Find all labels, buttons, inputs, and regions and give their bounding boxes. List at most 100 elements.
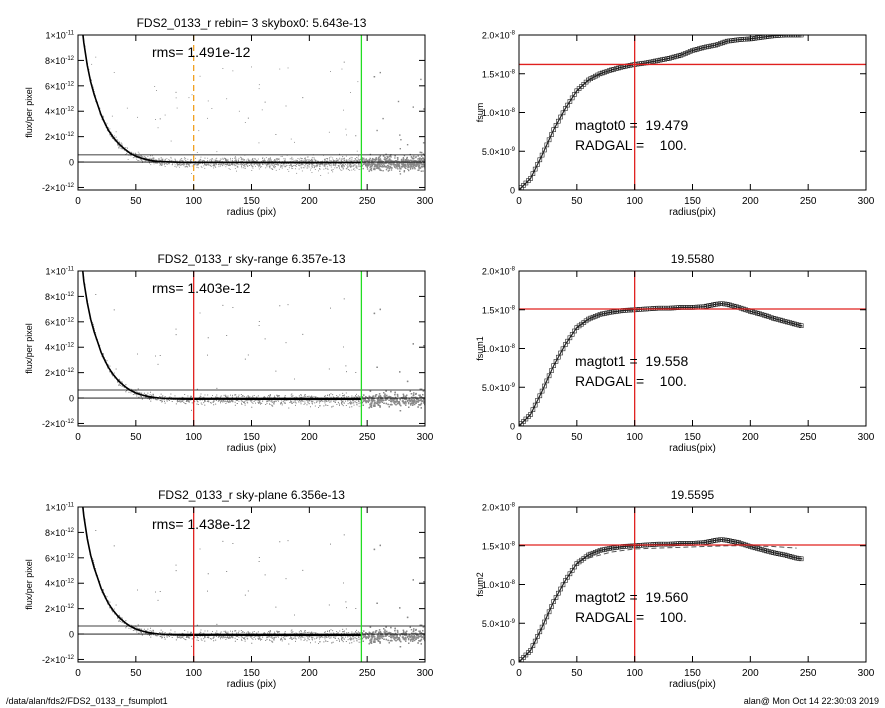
panel-title: FDS2_0133_r rebin= 3 skybox0: 5.643e-13 bbox=[137, 16, 367, 30]
plot-frame bbox=[518, 270, 867, 427]
y-tick-label: 4×10-12 bbox=[45, 343, 75, 353]
y-tick-label: 1.0×10-8 bbox=[482, 108, 516, 118]
panel-title: 19.5595 bbox=[671, 488, 715, 502]
x-axis-label: radius(pix) bbox=[669, 443, 716, 454]
y-tick-label: 1.0×10-8 bbox=[482, 580, 516, 590]
x-tick-label: 50 bbox=[571, 432, 583, 443]
plot-content bbox=[519, 35, 866, 190]
growth-curve-markers bbox=[519, 537, 804, 662]
y-tick-label: 2×10-12 bbox=[45, 132, 75, 142]
x-tick-label: 0 bbox=[75, 432, 81, 443]
y-tick-label: 2×10-12 bbox=[45, 604, 75, 614]
x-tick-label: 300 bbox=[417, 432, 434, 443]
x-tick-label: 0 bbox=[516, 196, 522, 207]
footer-path: /data/alan/fds2/FDS2_0133_r_fsumplot1 bbox=[6, 696, 168, 706]
x-tick-label: 50 bbox=[130, 196, 142, 207]
plot-frame bbox=[77, 34, 426, 191]
y-axis: 1×10-11 8×10-12 6×10-12 4×10-12 2×10-12 0 -2×1… bbox=[42, 267, 425, 429]
y-tick-label: 1.5×10-8 bbox=[482, 305, 516, 315]
magnitude-annotation-2: RADGAL = 100. bbox=[575, 137, 687, 153]
footer-timestamp: alan@ Mon Oct 14 22:30:03 2019 bbox=[744, 696, 879, 706]
plot-content bbox=[78, 271, 425, 426]
y-tick-label: -2×10-12 bbox=[42, 419, 75, 429]
plot-content bbox=[78, 507, 425, 662]
magnitude-annotation-2: RADGAL = 100. bbox=[575, 373, 687, 389]
x-axis-label: radius(pix) bbox=[669, 679, 716, 690]
x-tick-label: 300 bbox=[858, 668, 875, 679]
radial-profile-line bbox=[82, 35, 362, 164]
model-curve-dashed bbox=[588, 545, 797, 559]
plot-content bbox=[519, 271, 866, 426]
rms-annotation: rms= 1.438e-12 bbox=[152, 516, 251, 532]
y-axis-label: fsum bbox=[475, 103, 485, 123]
x-tick-label: 200 bbox=[742, 196, 759, 207]
x-tick-label: 250 bbox=[800, 196, 817, 207]
panel-4: 0 50 100 150 200 250 300 radius(pix) 2.0×10-8 1.5… bbox=[475, 252, 875, 454]
x-tick-label: 300 bbox=[417, 668, 434, 679]
y-tick-label: 2×10-12 bbox=[45, 368, 75, 378]
y-tick-label: 0 bbox=[510, 186, 515, 196]
panel-title: FDS2_0133_r sky-plane 6.356e-13 bbox=[158, 488, 345, 502]
x-tick-label: 250 bbox=[359, 196, 376, 207]
x-axis-label: radius (pix) bbox=[227, 679, 276, 690]
y-tick-label: -2×10-12 bbox=[42, 183, 75, 193]
y-tick-label: 0 bbox=[69, 158, 74, 168]
x-tick-label: 100 bbox=[185, 432, 202, 443]
panel-3: 0 50 100 150 200 250 300 radius (pix) 1×10-11 8×1… bbox=[24, 252, 434, 454]
y-tick-label: 2.0×10-8 bbox=[482, 267, 516, 277]
x-tick-label: 200 bbox=[301, 432, 318, 443]
x-tick-label: 50 bbox=[571, 196, 583, 207]
y-axis: 2.0×10-8 1.5×10-8 1.0×10-8 5.0×10-9 0 bbox=[482, 267, 866, 432]
panel-6: 0 50 100 150 200 250 300 radius(pix) 2.0×10-8 1.5… bbox=[475, 488, 875, 690]
panel-5: 0 50 100 150 200 250 300 radius (pix) 1×10-11 8×1… bbox=[24, 488, 434, 690]
y-axis-label: flux/per pixel bbox=[24, 559, 34, 610]
x-tick-label: 300 bbox=[417, 196, 434, 207]
magnitude-annotation-1: magtot0 = 19.479 bbox=[575, 117, 688, 133]
magnitude-annotation-2: RADGAL = 100. bbox=[575, 609, 687, 625]
x-tick-label: 100 bbox=[626, 668, 643, 679]
x-tick-label: 150 bbox=[684, 668, 701, 679]
x-axis: 0 50 100 150 200 250 300 bbox=[516, 35, 875, 207]
x-axis: 0 50 100 150 200 250 300 bbox=[75, 271, 434, 443]
x-tick-label: 150 bbox=[243, 668, 260, 679]
plot-frame bbox=[518, 34, 867, 191]
panel-1: 0 50 100 150 200 250 300 radius (pix) 1×10-11 8×1… bbox=[24, 16, 434, 218]
x-tick-label: 50 bbox=[130, 432, 142, 443]
y-tick-label: 0 bbox=[69, 394, 74, 404]
x-axis: 0 50 100 150 200 250 300 bbox=[516, 271, 875, 443]
y-tick-label: 5.0×10-9 bbox=[482, 147, 516, 157]
y-axis-label: fsum1 bbox=[475, 336, 485, 361]
x-tick-label: 250 bbox=[359, 432, 376, 443]
y-tick-label: 8×10-12 bbox=[45, 56, 75, 66]
y-tick-label: 6×10-12 bbox=[45, 81, 75, 91]
rms-annotation: rms= 1.491e-12 bbox=[152, 44, 251, 60]
x-tick-label: 250 bbox=[800, 432, 817, 443]
x-tick-label: 150 bbox=[684, 432, 701, 443]
x-tick-label: 300 bbox=[858, 196, 875, 207]
growth-curve-markers bbox=[519, 35, 804, 190]
magnitude-annotation-1: magtot2 = 19.560 bbox=[575, 589, 688, 605]
y-tick-label: 5.0×10-9 bbox=[482, 383, 516, 393]
x-axis: 0 50 100 150 200 250 300 bbox=[75, 507, 434, 679]
x-tick-label: 200 bbox=[742, 668, 759, 679]
y-tick-label: 1.0×10-8 bbox=[482, 344, 516, 354]
x-tick-label: 150 bbox=[684, 196, 701, 207]
x-axis: 0 50 100 150 200 250 300 bbox=[75, 35, 434, 207]
y-tick-label: 2.0×10-8 bbox=[482, 31, 516, 41]
panel-title: FDS2_0133_r sky-range 6.357e-13 bbox=[157, 252, 345, 266]
x-tick-label: 250 bbox=[800, 668, 817, 679]
y-axis: 1×10-11 8×10-12 6×10-12 4×10-12 2×10-12 0 -2×1… bbox=[42, 503, 425, 665]
x-tick-label: 200 bbox=[301, 196, 318, 207]
y-tick-label: 6×10-12 bbox=[45, 317, 75, 327]
x-tick-label: 300 bbox=[858, 432, 875, 443]
x-tick-label: 200 bbox=[301, 668, 318, 679]
y-tick-label: 0 bbox=[69, 630, 74, 640]
plot-area bbox=[78, 35, 425, 190]
y-axis: 1×10-11 8×10-12 6×10-12 4×10-12 2×10-12 0 -2×1… bbox=[42, 31, 425, 193]
x-tick-label: 250 bbox=[359, 668, 376, 679]
x-axis-label: radius (pix) bbox=[227, 207, 276, 218]
plot-frame bbox=[518, 506, 867, 663]
plot-area bbox=[519, 271, 866, 426]
x-tick-label: 150 bbox=[243, 432, 260, 443]
